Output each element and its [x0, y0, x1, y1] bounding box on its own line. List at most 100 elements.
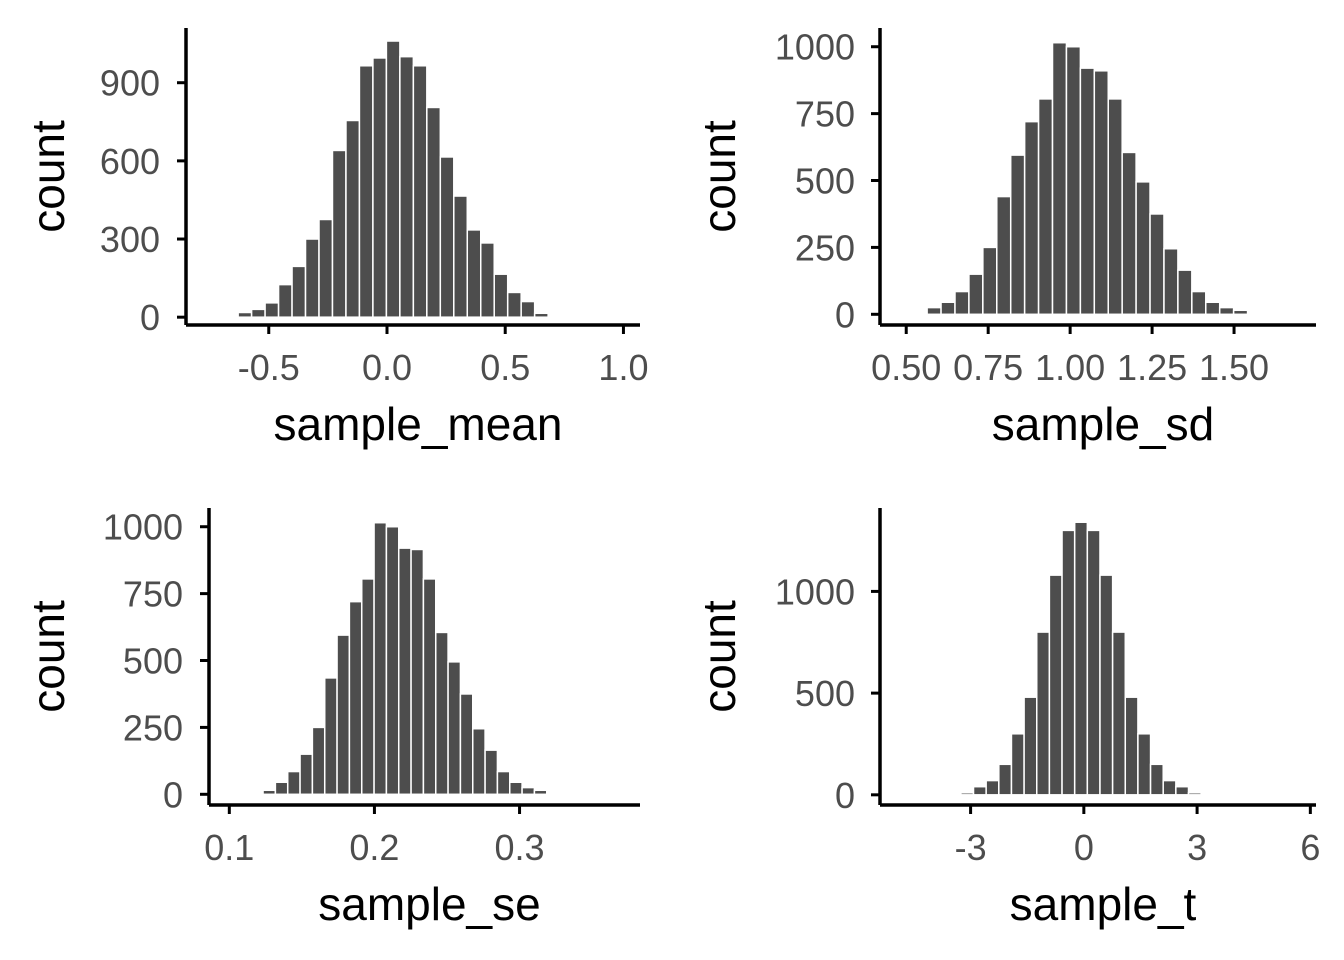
histogram-bar	[410, 548, 425, 796]
histogram-bar	[439, 156, 455, 318]
y-tick-label: 750	[123, 574, 183, 615]
histogram-bar	[264, 302, 280, 318]
panel-sample_se: 0 250 500 750 1000 0.1 0.2 0.3 sample_se count	[22, 507, 640, 930]
y-tick-label: 500	[123, 641, 183, 682]
histogram-bar	[311, 726, 326, 796]
histogram-bar	[509, 781, 523, 796]
y-tick-label: 900	[100, 63, 160, 104]
x-tick-label: 1.00	[1035, 347, 1105, 388]
histogram-bar	[1107, 98, 1123, 316]
y-tick-label: 0	[163, 774, 183, 815]
y-tick-label: 1000	[103, 507, 183, 548]
y-tick-label: 500	[795, 161, 855, 202]
histogram-bar	[291, 265, 307, 318]
y-tick-label: 0	[835, 775, 855, 816]
histogram-bar	[1135, 181, 1151, 316]
x-tick-label: 0.2	[349, 827, 399, 868]
bars-sample_se	[262, 521, 548, 796]
histogram-bar	[996, 195, 1012, 316]
x-tick-label: 6	[1300, 827, 1320, 868]
x-tick-label: 0.3	[495, 827, 545, 868]
panel-sample_sd: 0 250 500 750 1000 0.50 0.75 1.00 1.25 1.50 sample…	[693, 27, 1316, 450]
x-tick-label: -3	[955, 827, 987, 868]
y-tick-label: 0	[835, 294, 855, 335]
histogram-bar	[506, 291, 522, 318]
histogram-bar	[358, 65, 374, 318]
histogram-bar	[533, 312, 549, 318]
histogram-bar	[521, 786, 536, 796]
histogram-bar	[493, 273, 509, 318]
histogram-bar	[960, 792, 975, 796]
histogram-bar	[1009, 154, 1026, 316]
x-tick-label: 0.5	[480, 347, 530, 388]
histogram-bar	[1111, 631, 1127, 796]
y-tick-label: 300	[100, 219, 160, 260]
histogram-bar	[1061, 529, 1076, 796]
histogram-bar	[1232, 309, 1249, 316]
histogram-bar	[533, 789, 548, 796]
histogram-bar	[447, 661, 462, 796]
bars-sample_mean	[223, 40, 549, 318]
histogram-bar	[459, 693, 474, 796]
histogram-bar	[1124, 696, 1139, 796]
histogram-bar	[299, 753, 314, 796]
histogram-bar	[1191, 290, 1207, 316]
y-tick-label: 250	[123, 707, 183, 748]
y-axis-title: count	[22, 120, 74, 233]
histogram-bar	[954, 290, 970, 316]
histogram-bar	[1086, 529, 1101, 796]
histogram-bar	[1177, 269, 1193, 316]
y-tick-label: 250	[795, 227, 855, 268]
histogram-bar	[1023, 696, 1038, 796]
x-axis-title: sample_t	[1010, 878, 1197, 930]
histogram-bar	[262, 789, 277, 796]
histogram-bar	[1099, 574, 1114, 796]
histogram-bar	[372, 57, 388, 318]
histogram-bar	[348, 600, 363, 796]
x-axis-title: sample_sd	[992, 398, 1214, 450]
y-axis-title: count	[693, 120, 745, 233]
histogram-bar	[412, 65, 428, 318]
histogram-bar	[274, 781, 289, 796]
histogram-bar	[1121, 151, 1137, 316]
histogram-bar	[982, 246, 998, 316]
histogram-bar	[998, 763, 1013, 796]
histogram-bar	[1162, 779, 1177, 796]
x-tick-label: 1.50	[1199, 347, 1269, 388]
histogram-bar	[1073, 521, 1089, 796]
histogram-bar	[466, 229, 482, 318]
histogram-bar	[1048, 574, 1063, 796]
x-tick-label: 1.0	[598, 347, 648, 388]
histogram-bar	[318, 218, 334, 318]
histogram-bar	[940, 301, 956, 316]
histogram-bar	[1218, 306, 1235, 316]
histogram-bar	[520, 300, 536, 318]
histogram-bar	[399, 55, 415, 318]
histogram-bar	[250, 308, 266, 318]
histogram-bar	[484, 749, 499, 796]
y-tick-label: 1000	[775, 571, 855, 612]
histogram-bar	[373, 521, 388, 796]
histogram-bar	[360, 578, 375, 796]
x-tick-label: 0.0	[362, 347, 412, 388]
histogram-bar	[985, 779, 1000, 796]
histogram-bar	[223, 315, 239, 318]
histogram-bar	[286, 770, 301, 796]
x-tick-label: 0.50	[871, 347, 941, 388]
histogram-bar	[434, 631, 449, 796]
histogram-bar	[1175, 785, 1190, 796]
histogram-bar	[385, 40, 401, 318]
x-tick-label: 3	[1187, 827, 1207, 868]
histogram-bar	[1187, 792, 1202, 796]
histogram-bar	[1205, 301, 1221, 316]
histogram-bar	[345, 119, 361, 318]
histogram-bar	[237, 311, 253, 318]
histogram-bar	[385, 525, 400, 796]
histogram-bar	[277, 283, 293, 318]
histogram-bar	[453, 195, 469, 318]
histogram-bar	[1137, 733, 1152, 796]
histogram-bar	[1149, 213, 1165, 316]
histogram-bar	[1051, 41, 1068, 316]
histogram-bar	[926, 306, 942, 316]
